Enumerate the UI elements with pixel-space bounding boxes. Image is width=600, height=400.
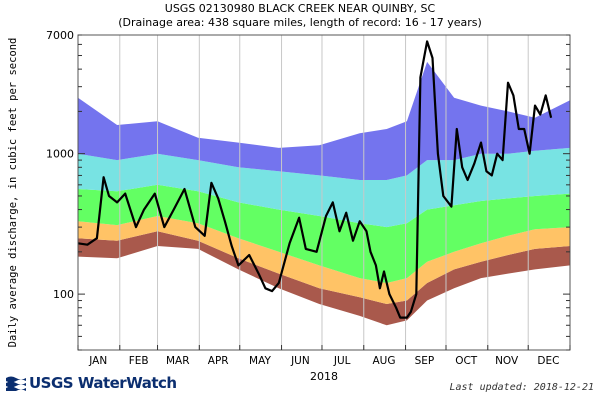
x-tick-label: SEP — [415, 355, 435, 367]
percentile-band-3 — [78, 184, 570, 283]
x-tick-label: DEC — [537, 355, 559, 367]
x-tick-label: NOV — [495, 355, 519, 367]
y-tick-label: 7000 — [46, 29, 74, 42]
usgs-wave-icon — [6, 376, 26, 391]
plot-frame — [77, 34, 571, 351]
chart-title: USGS 02130980 BLACK CREEK NEAR QUINBY, S… — [164, 2, 436, 15]
logo-wordmark: USGS WaterWatch — [29, 374, 177, 392]
x-tick-label: AUG — [372, 355, 395, 367]
y-tick-label: 100 — [53, 288, 74, 301]
axis-labels: 100 1000 7000 JAN FEB MAR APR MAY JUN JUL AUG SEP OC… — [46, 29, 559, 367]
x-tick-label: JAN — [88, 355, 107, 367]
percentile-band-1 — [78, 231, 570, 326]
x-tick-label: FEB — [129, 355, 149, 367]
percentile-band-2 — [78, 216, 570, 304]
x-tick-label: MAY — [249, 355, 271, 367]
x-tick-label: APR — [208, 355, 229, 367]
discharge-line — [77, 40, 553, 319]
discharge-series — [77, 40, 553, 319]
usgs-logo: USGS WaterWatch — [6, 372, 177, 394]
y-tick-label: 1000 — [46, 148, 74, 161]
x-tick-label: JUN — [290, 355, 310, 367]
percentile-bands — [78, 35, 570, 350]
x-tick-label: OCT — [455, 355, 478, 367]
axis-ticks — [77, 34, 571, 351]
y-axis-label: Daily average discharge, in cubic feet p… — [7, 38, 19, 348]
last-updated: Last updated: 2018-12-21 — [449, 382, 595, 393]
chart-subtitle: (Drainage area: 438 square miles, length… — [118, 16, 482, 29]
percentile-band-5 — [78, 61, 570, 180]
month-gridlines — [119, 35, 529, 350]
percentile-band-4 — [78, 147, 570, 228]
x-axis-label: 2018 — [310, 370, 338, 383]
x-tick-label: MAR — [166, 355, 190, 367]
x-tick-label: JUL — [333, 355, 351, 367]
